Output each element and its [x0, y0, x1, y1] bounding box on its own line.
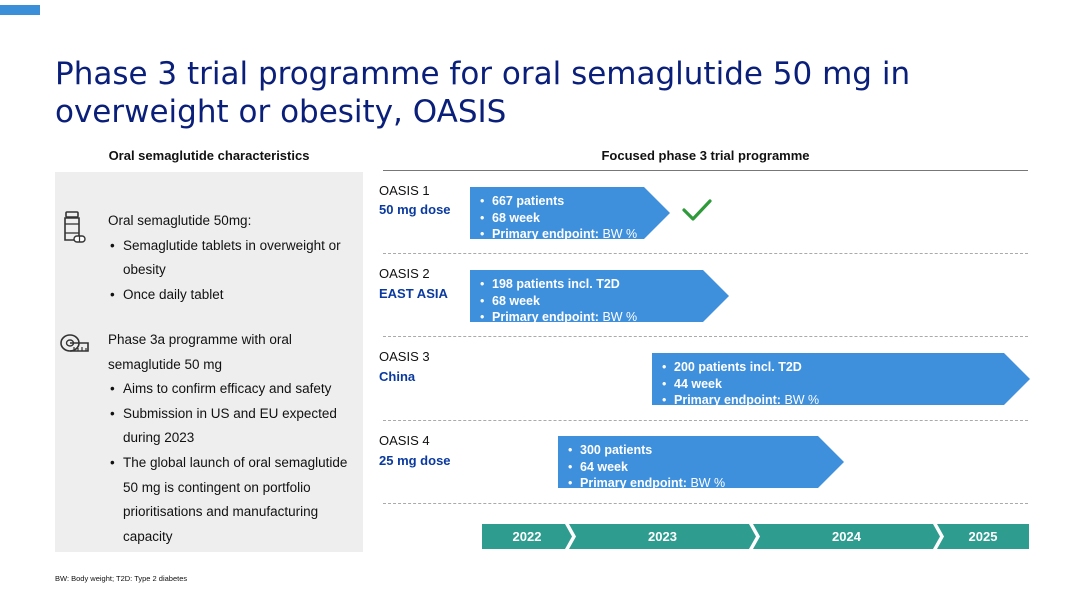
- trial-detail: 68 week: [480, 293, 729, 310]
- timeline-year-2025: 2025: [937, 524, 1029, 549]
- trial-name-oasis-3: OASIS 3: [379, 349, 430, 364]
- row-separator: [383, 253, 1028, 254]
- trial-arrow-oasis-2: 198 patients incl. T2D 68 week Primary e…: [470, 270, 729, 322]
- programme-heading: Phase 3a programme with oral semaglutide…: [108, 332, 292, 372]
- trial-detail: 300 patients: [568, 442, 844, 459]
- accent-bar: [0, 5, 40, 15]
- timeline-year-2024: 2024: [753, 524, 940, 549]
- programme-bullet: Submission in US and EU expected during …: [108, 402, 360, 451]
- trial-subtitle-oasis-2: EAST ASIA: [379, 286, 448, 301]
- timeline-year-2023: 2023: [569, 524, 756, 549]
- programme-description: Phase 3a programme with oral semaglutide…: [108, 328, 360, 549]
- trial-name-oasis-4: OASIS 4: [379, 433, 430, 448]
- product-bullet: Semaglutide tablets in overweight or obe…: [108, 234, 358, 283]
- trial-subtitle-oasis-4: 25 mg dose: [379, 453, 451, 468]
- trial-arrow-oasis-3: 200 patients incl. T2D 44 week Primary e…: [652, 353, 1030, 405]
- pill-bottle-icon: [64, 211, 86, 243]
- product-description: Oral semaglutide 50mg: Semaglutide table…: [108, 209, 358, 307]
- trial-detail: 667 patients: [480, 193, 670, 210]
- header-rule: [383, 170, 1028, 171]
- characteristics-panel: Oral semaglutide 50mg: Semaglutide table…: [55, 172, 363, 552]
- product-bullet: Once daily tablet: [108, 283, 358, 308]
- row-separator: [383, 503, 1028, 504]
- trial-detail: Primary endpoint: BW %: [662, 392, 1030, 409]
- trial-subtitle-oasis-3: China: [379, 369, 416, 384]
- trial-detail: Primary endpoint: BW %: [480, 226, 670, 243]
- trial-arrow-oasis-4: 300 patients 64 week Primary endpoint: B…: [558, 436, 844, 488]
- page-title: Phase 3 trial programme for oral semaglu…: [55, 56, 911, 130]
- trial-detail: 64 week: [568, 459, 844, 476]
- trial-detail: Primary endpoint: BW %: [480, 309, 729, 326]
- row-separator: [383, 420, 1028, 421]
- trial-detail: 198 patients incl. T2D: [480, 276, 729, 293]
- trial-detail: Primary endpoint: BW %: [568, 475, 844, 492]
- measuring-tape-icon: [60, 334, 89, 352]
- trial-subtitle-oasis-1: 50 mg dose: [379, 202, 451, 217]
- row-separator: [383, 336, 1028, 337]
- programme-bullet: The global launch of oral semaglutide 50…: [108, 451, 360, 549]
- programme-bullet-list: Aims to confirm efficacy and safety Subm…: [108, 377, 360, 549]
- left-section-header: Oral semaglutide characteristics: [108, 148, 310, 163]
- trial-detail: 200 patients incl. T2D: [662, 359, 1030, 376]
- checkmark-icon: [682, 199, 712, 221]
- trial-name-oasis-1: OASIS 1: [379, 183, 430, 198]
- trial-arrow-oasis-1: 667 patients 68 week Primary endpoint: B…: [470, 187, 670, 239]
- trial-detail: 68 week: [480, 210, 670, 227]
- timeline-year-2022: 2022: [482, 524, 572, 549]
- product-heading: Oral semaglutide 50mg:: [108, 213, 252, 228]
- programme-bullet: Aims to confirm efficacy and safety: [108, 377, 360, 402]
- right-section-header: Focused phase 3 trial programme: [601, 148, 810, 163]
- product-bullet-list: Semaglutide tablets in overweight or obe…: [108, 234, 358, 308]
- footnote: BW: Body weight; T2D: Type 2 diabetes: [55, 574, 188, 583]
- trial-name-oasis-2: OASIS 2: [379, 266, 430, 281]
- trial-detail: 44 week: [662, 376, 1030, 393]
